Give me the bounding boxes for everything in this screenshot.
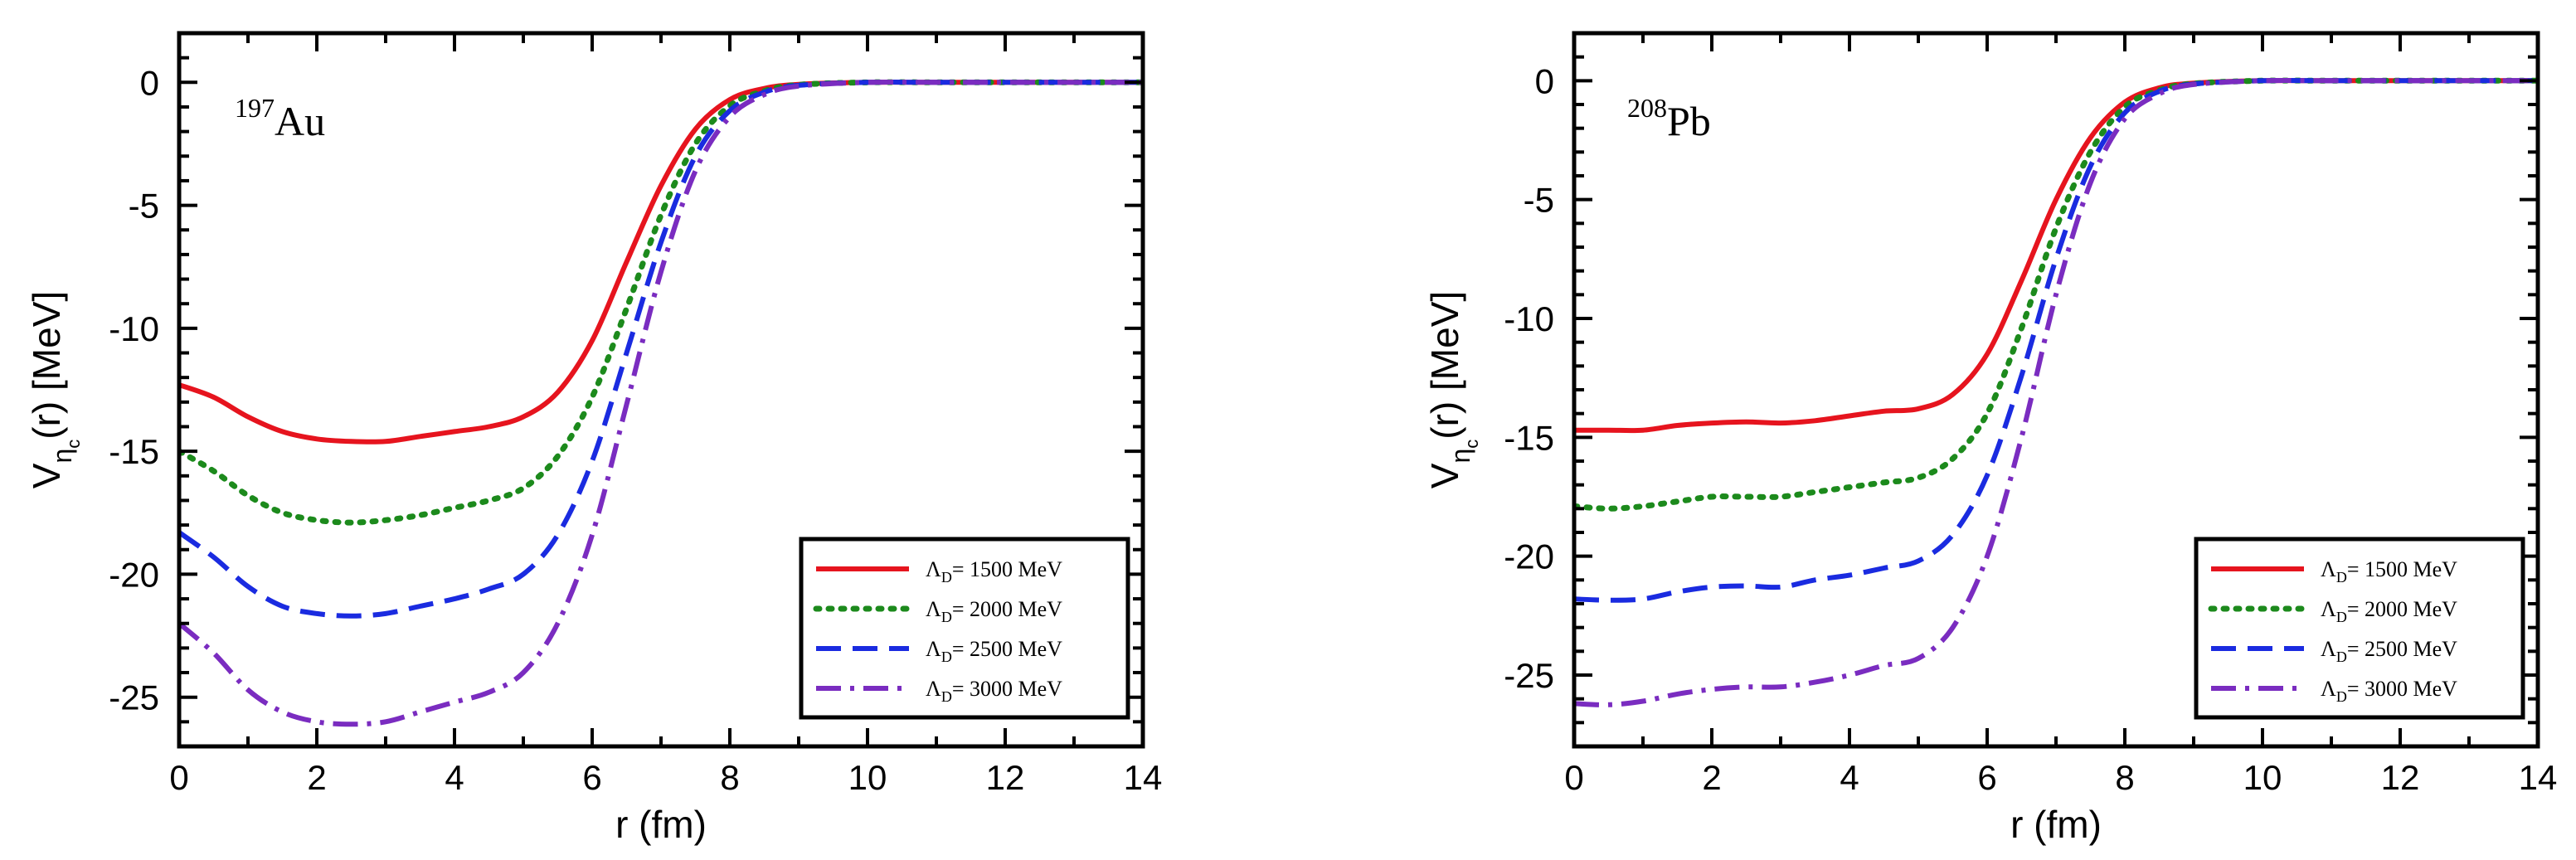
x-tick-label: 8 xyxy=(2115,758,2134,797)
legend-label-2000: ΛD= 2000 MeV xyxy=(2321,597,2457,625)
x-tick-label: 10 xyxy=(2243,758,2282,797)
y-axis-label-tail: (r) [MeV] xyxy=(25,291,68,440)
x-tick-label: 4 xyxy=(1840,758,1859,797)
panel-au197: 0 2 4 6 8 10 12 140-5-10-15-20-25 197Au r (fm) … xyxy=(25,31,1163,846)
legend-label-3000: ΛD= 3000 MeV xyxy=(2321,677,2457,705)
y-axis-label-sub: η xyxy=(1446,449,1475,464)
y-tick-label: -10 xyxy=(109,309,159,348)
panel-pb208: 0 2 4 6 8 10 12 140-5-10-15-20-25 208Pb r (fm) … xyxy=(1423,31,2558,846)
y-tick-label: -5 xyxy=(1524,181,1554,220)
x-tick-label: 2 xyxy=(1702,758,1721,797)
y-axis-label: Vηc(r) [MeV] xyxy=(25,291,84,488)
series-layer xyxy=(179,79,1143,727)
y-axis-label-subsub: c xyxy=(63,440,84,449)
nucleus-label: 197Au xyxy=(235,93,325,144)
y-axis-label-main: V xyxy=(25,463,68,488)
x-tick-label: 10 xyxy=(848,758,887,797)
series-line-3000 xyxy=(179,79,1143,727)
y-axis-label-main: V xyxy=(1423,463,1466,488)
x-tick-label: 6 xyxy=(582,758,601,797)
x-tick-label: 0 xyxy=(169,758,188,797)
legend-label-3000: ΛD= 3000 MeV xyxy=(926,677,1062,705)
legend: ΛD= 1500 MeV ΛD= 2000 MeV ΛD= 2500 MeV ΛD= … xyxy=(2194,537,2525,720)
y-tick-label: -5 xyxy=(129,187,159,226)
x-axis-label: r (fm) xyxy=(615,803,707,846)
nucleus-element: Au xyxy=(275,98,325,144)
x-tick-label: 8 xyxy=(720,758,739,797)
y-tick-label: 0 xyxy=(140,63,159,102)
x-tick-label: 6 xyxy=(1977,758,1996,797)
x-tick-label: 12 xyxy=(986,758,1025,797)
ticks: 0 2 4 6 8 10 12 14 0 -5 -10 -15 -20 -25 xyxy=(1504,32,2558,797)
x-tick-label: 4 xyxy=(445,758,464,797)
y-tick-label: -20 xyxy=(1504,537,1554,576)
series-line-3000 xyxy=(1574,77,2538,707)
nucleus-mass: 197 xyxy=(235,93,275,123)
nucleus-element: Pb xyxy=(1667,98,1711,144)
series-line-2500 xyxy=(1574,78,2538,603)
y-axis-label-sub: η xyxy=(47,449,77,464)
x-tick-label: 14 xyxy=(2519,758,2558,797)
y-axis-label-subsub: c xyxy=(1461,440,1482,449)
series-layer xyxy=(1574,77,2538,707)
y-tick-label: -15 xyxy=(1504,418,1554,457)
legend-label-1500: ΛD= 1500 MeV xyxy=(926,557,1062,585)
x-tick-label: 14 xyxy=(1124,758,1163,797)
y-tick-label: -25 xyxy=(109,678,159,717)
x-tick-label: 2 xyxy=(307,758,326,797)
series-line-2500 xyxy=(179,80,1143,619)
y-tick-label: -20 xyxy=(109,555,159,594)
legend-label-2500: ΛD= 2500 MeV xyxy=(926,637,1062,665)
y-axis-label-tail: (r) [MeV] xyxy=(1423,291,1466,440)
y-tick-label: -25 xyxy=(1504,656,1554,695)
legend-label-2500: ΛD= 2500 MeV xyxy=(2321,637,2457,665)
x-axis-label: r (fm) xyxy=(2010,803,2102,846)
nucleus-label: 208Pb xyxy=(1627,93,1711,144)
legend: ΛD= 1500 MeV ΛD= 2000 MeV ΛD= 2500 MeV ΛD= … xyxy=(799,537,1130,720)
legend-label-1500: ΛD= 1500 MeV xyxy=(2321,557,2457,585)
y-tick-label: 0 xyxy=(1535,61,1554,100)
legend-label-2000: ΛD= 2000 MeV xyxy=(926,597,1062,625)
y-axis-label: Vηc(r) [MeV] xyxy=(1423,291,1482,488)
x-tick-label: 0 xyxy=(1564,758,1583,797)
nucleus-mass: 208 xyxy=(1627,93,1667,123)
x-tick-label: 12 xyxy=(2381,758,2420,797)
y-tick-label: -10 xyxy=(1504,299,1554,338)
y-tick-label: -15 xyxy=(109,432,159,471)
ticks: 0 2 4 6 8 10 12 14 0 -5 -10 -15 -20 -25 xyxy=(109,32,1163,797)
